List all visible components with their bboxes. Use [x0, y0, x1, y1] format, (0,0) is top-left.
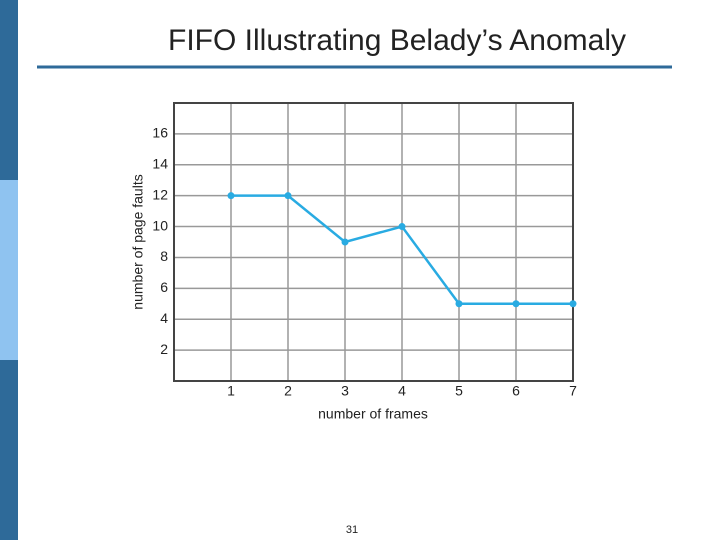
- y-tick-label: 10: [152, 217, 168, 233]
- x-tick-label: 4: [398, 383, 406, 399]
- data-point: [398, 223, 406, 231]
- x-tick-label: 1: [227, 383, 235, 399]
- side-bar: [0, 0, 18, 180]
- y-tick-label: 16: [152, 125, 168, 141]
- side-bar: [0, 360, 18, 540]
- data-point: [284, 192, 292, 200]
- x-tick-label: 2: [284, 383, 292, 399]
- y-tick-label: 2: [160, 341, 168, 357]
- plot-border: [173, 102, 574, 382]
- x-tick-label: 3: [341, 383, 349, 399]
- chart-title: FIFO Illustrating Belady’s Anomaly: [168, 24, 626, 57]
- y-tick-label: 6: [160, 279, 168, 295]
- data-point: [569, 300, 577, 308]
- data-point: [227, 192, 235, 200]
- side-bar: [0, 180, 18, 360]
- y-tick-label: 4: [160, 310, 168, 326]
- x-axis-label: number of frames: [318, 406, 428, 422]
- x-tick-label: 6: [512, 383, 520, 399]
- data-point: [341, 238, 349, 246]
- y-tick-label: 12: [152, 186, 168, 202]
- y-tick-label: 8: [160, 248, 168, 264]
- data-point: [512, 300, 520, 308]
- x-tick-label: 5: [455, 383, 463, 399]
- x-tick-label: 7: [569, 383, 577, 399]
- y-tick-label: 14: [152, 155, 168, 171]
- y-axis-label: number of page faults: [130, 174, 146, 309]
- data-point: [455, 300, 463, 308]
- page-number: 31: [346, 524, 358, 536]
